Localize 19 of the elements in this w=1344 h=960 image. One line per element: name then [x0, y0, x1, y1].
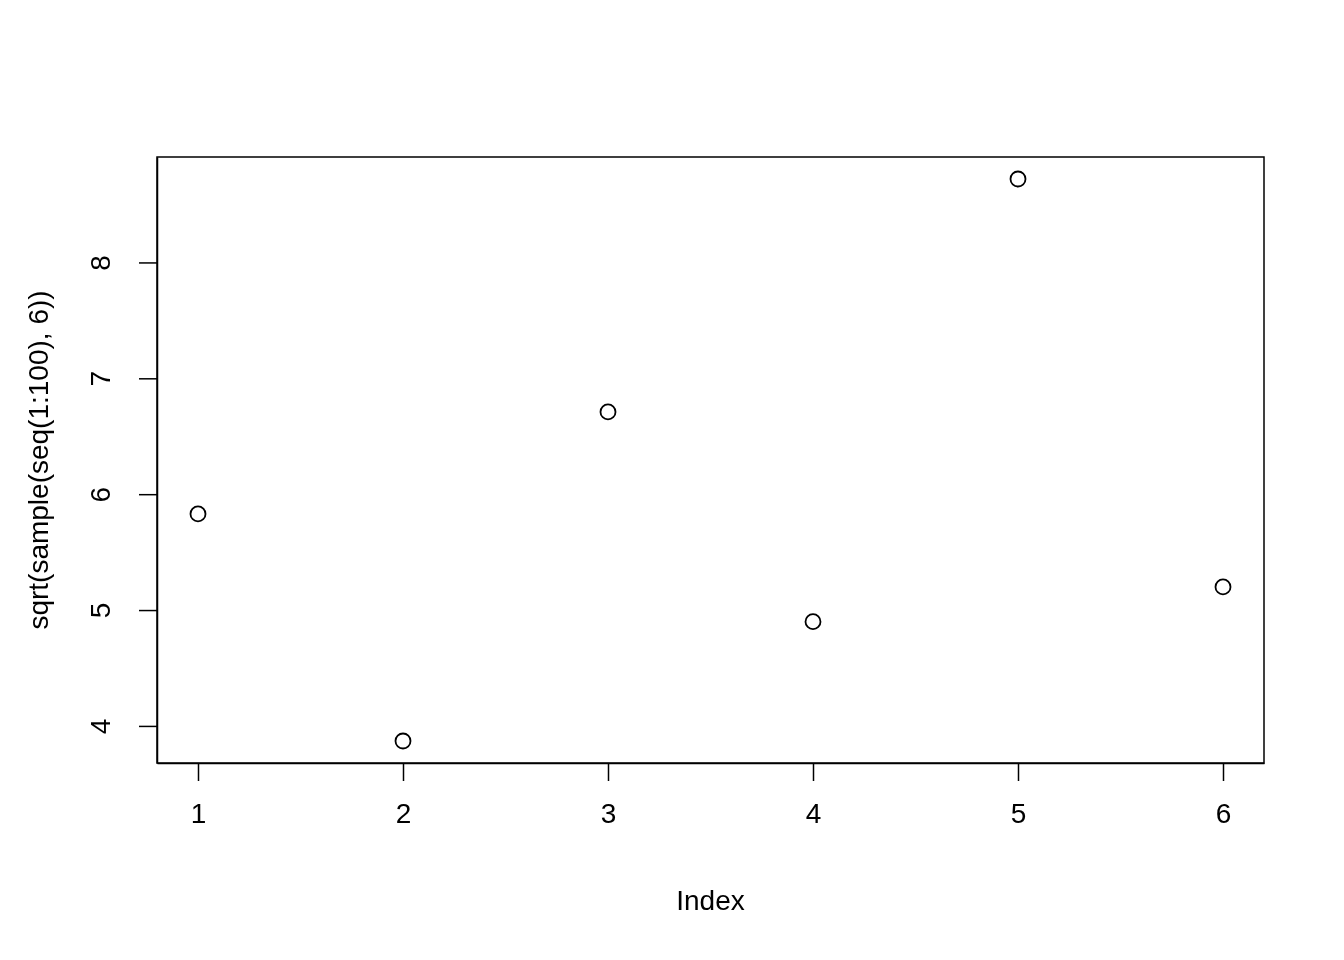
point — [599, 403, 617, 421]
point — [394, 732, 412, 750]
point — [189, 505, 207, 523]
x-tick-label: 1 — [190, 797, 207, 829]
y-axis-title: sqrt(sample(seq(1:100), 6)) — [22, 290, 54, 630]
y-tick-label: 6 — [84, 486, 116, 503]
x-tick-label: 6 — [1215, 797, 1232, 829]
point — [1214, 578, 1232, 596]
x-tick-label: 2 — [395, 797, 412, 829]
y-tick-label: 8 — [84, 255, 116, 271]
x-tick-label: 5 — [1010, 797, 1027, 829]
point — [804, 613, 822, 631]
y-tick-label: 4 — [84, 718, 116, 735]
x-axis-title: Index — [676, 884, 745, 916]
y-tick-label: 5 — [84, 602, 116, 619]
x-tick-label: 3 — [600, 797, 617, 829]
x-tick-label: 4 — [805, 797, 822, 829]
y-tick-label: 7 — [84, 371, 116, 387]
point — [1009, 170, 1027, 188]
